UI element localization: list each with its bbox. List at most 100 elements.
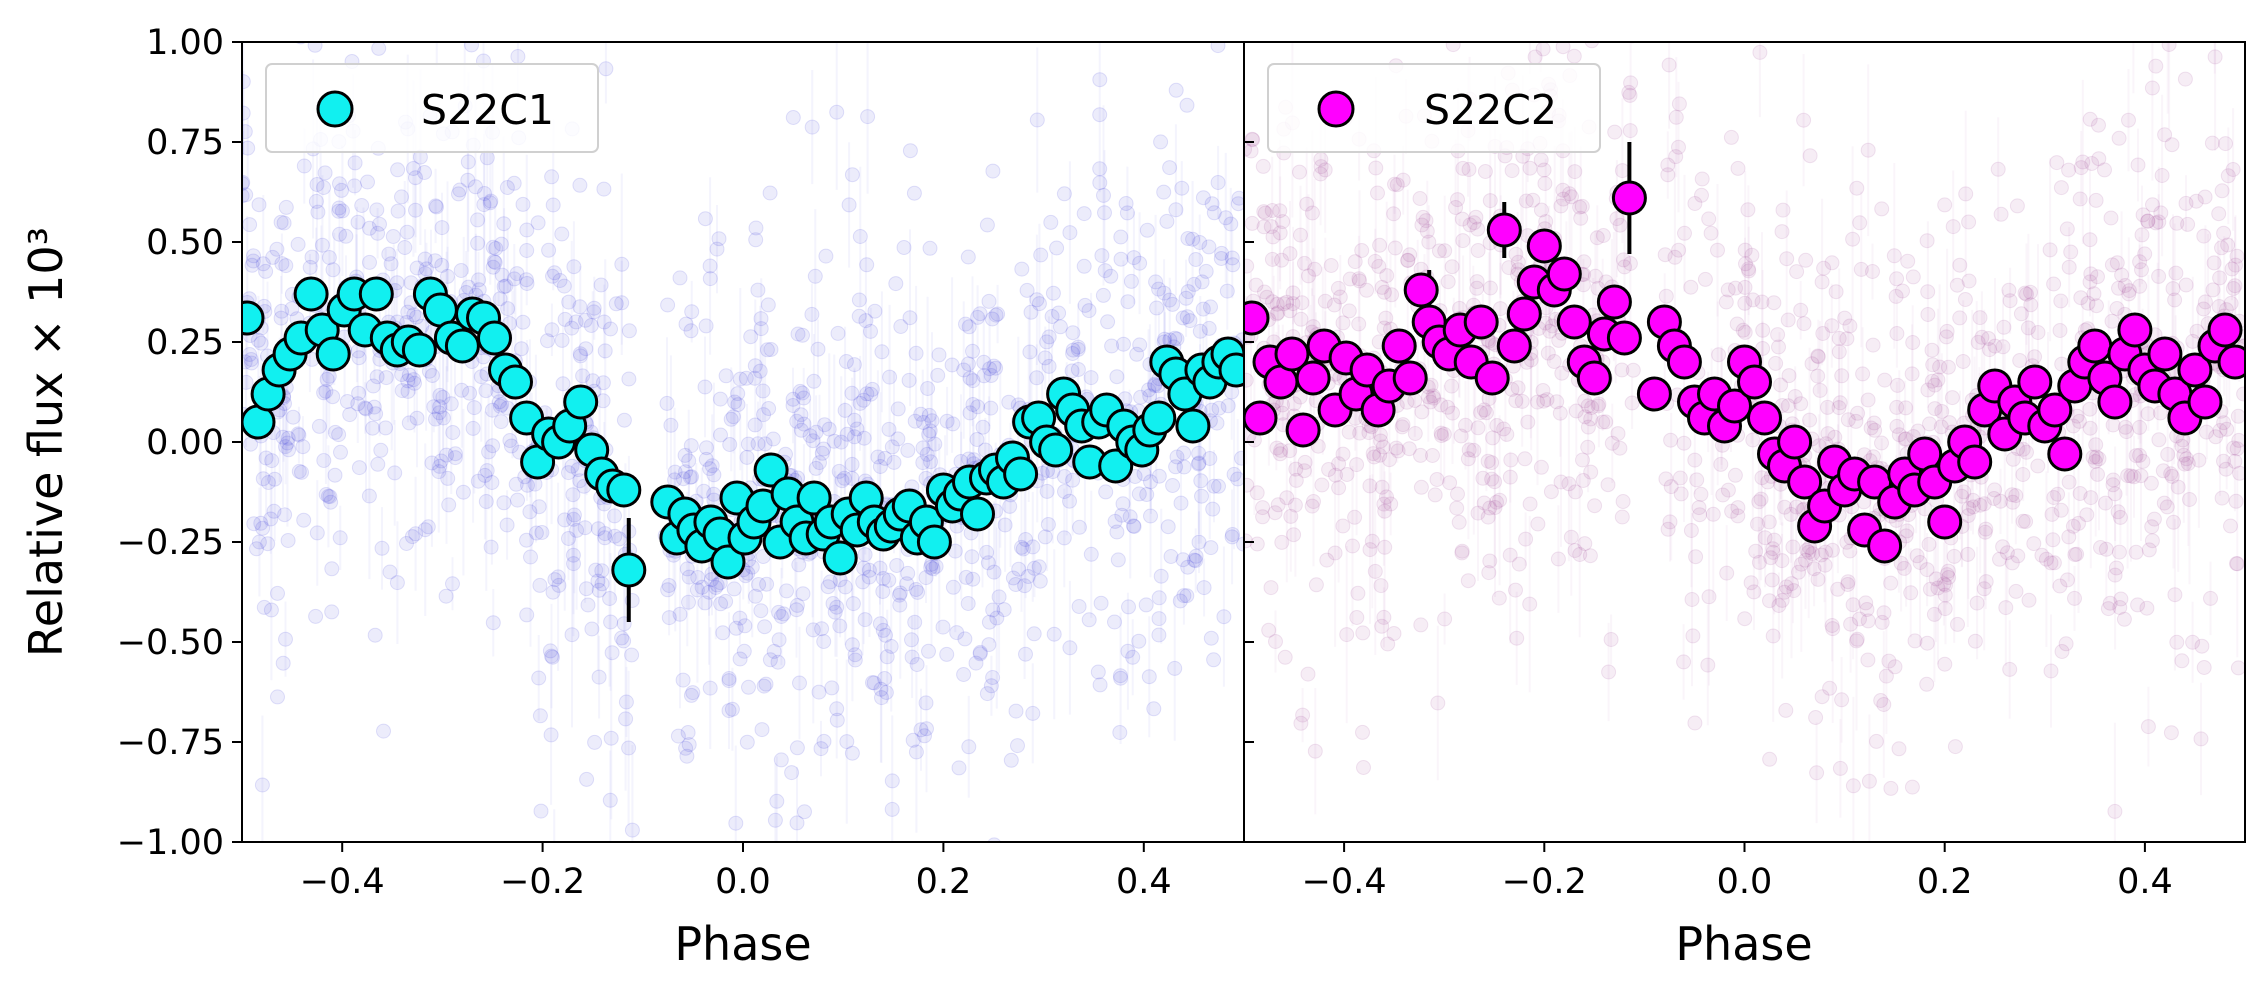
raw-point [1056,186,1072,202]
raw-point [829,599,845,615]
raw-point [1014,261,1030,277]
raw-point [493,414,509,430]
raw-point [242,74,251,90]
binned-point [1596,284,1632,320]
raw-point [1489,494,1504,510]
raw-point [1745,292,1761,308]
raw-point [406,372,422,388]
raw-point [1992,551,2007,567]
raw-point [1206,652,1222,668]
raw-point [1141,669,1157,685]
raw-point [1816,260,1832,276]
raw-point [1999,545,2015,561]
raw-point [913,406,929,422]
raw-point [822,574,838,590]
raw-point [785,391,801,407]
raw-point [1151,611,1167,627]
raw-point [1853,261,1869,277]
raw-point [454,382,470,398]
raw-point [1850,405,1866,421]
binned-point [960,496,995,532]
raw-point [2166,514,2181,530]
raw-point [1793,302,1809,318]
raw-point [1033,247,1049,263]
raw-point [362,254,377,270]
raw-point [1852,215,1868,231]
raw-point [860,109,876,125]
raw-point [956,667,972,682]
raw-point [2133,468,2149,484]
raw-point [2112,509,2128,525]
raw-point [1362,542,1378,558]
raw-point [624,647,640,663]
raw-point [1436,426,1452,442]
raw-point [428,198,444,214]
raw-point [2219,421,2235,437]
x-tick-label: −0.2 [500,862,585,902]
raw-point [291,463,307,479]
raw-point [1496,421,1512,437]
binned-points-s22c2 [1244,142,2245,564]
raw-point [2156,495,2172,511]
raw-point [884,801,900,817]
raw-point [2013,306,2029,322]
raw-point [883,638,899,654]
raw-point [902,143,918,159]
raw-point [1741,263,1757,279]
raw-point [2161,24,2175,38]
raw-point [597,343,613,359]
raw-point [1919,233,1935,249]
raw-point [2049,155,2065,171]
raw-point [1921,536,1937,552]
raw-point [1376,320,1392,336]
raw-point [2151,214,2167,230]
raw-point [400,373,416,389]
raw-point [624,822,640,838]
raw-point [2155,463,2171,479]
raw-point [866,675,882,691]
raw-point [1026,560,1042,576]
raw-point [1765,628,1781,644]
binned-point [1463,304,1499,340]
raw-point [2143,475,2159,491]
raw-point [1965,492,1981,508]
raw-point [1132,337,1148,353]
raw-point [323,494,339,510]
raw-point [350,214,366,230]
binned-point [1506,296,1542,332]
raw-point [1367,253,1383,269]
raw-point [435,410,451,426]
raw-point [1614,163,1630,179]
raw-point [881,572,897,588]
raw-point [732,371,748,387]
raw-point [1600,477,1616,493]
raw-point [1126,518,1141,534]
raw-point [1737,279,1753,295]
raw-point [1814,274,1830,290]
raw-point [2061,162,2077,178]
binned-point [293,276,329,312]
raw-point [1561,476,1577,492]
raw-point [614,295,630,311]
y-tick-label: 0.00 [146,423,224,463]
raw-point [547,848,561,862]
raw-point [1907,633,1923,649]
raw-point [2144,80,2160,96]
raw-point [728,620,744,636]
raw-point [275,429,291,445]
binned-point [1285,412,1321,448]
raw-point [1517,451,1533,467]
raw-point [255,256,271,272]
raw-point [899,576,915,592]
raw-point [1889,399,1905,415]
binned-point [2017,364,2053,400]
raw-point [1827,429,1843,445]
raw-point [1339,467,1355,482]
binned-point [753,452,789,488]
raw-point [2098,541,2114,557]
raw-point [1580,398,1596,414]
raw-point [1092,161,1108,177]
raw-point [757,619,773,635]
raw-point [1859,602,1875,617]
raw-point [484,475,500,490]
